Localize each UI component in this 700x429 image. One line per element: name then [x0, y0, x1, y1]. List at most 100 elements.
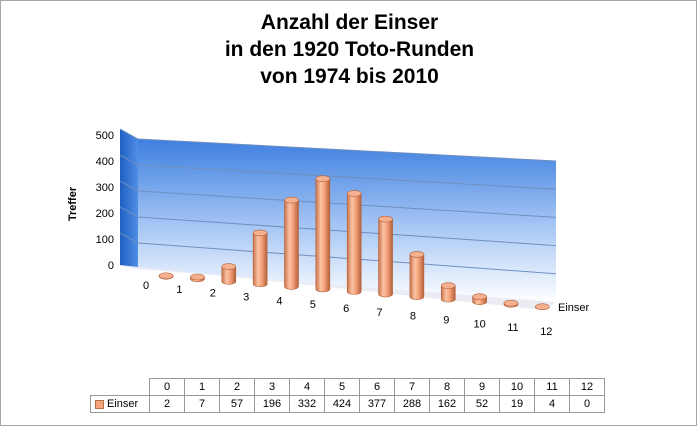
data-table-header-row: 0 1 2 3 4 5 6 7 8 9 10 11 12: [91, 378, 605, 396]
bar-top: [409, 251, 425, 258]
table-header-cell: 9: [464, 378, 500, 396]
bar-top: [190, 273, 205, 281]
data-table-series-row: Einser 2 7 57 196 332 424 377 288 162 52 19 4 0: [90, 395, 605, 413]
table-header-cell: 12: [569, 378, 605, 396]
x-tick-label: 5: [310, 299, 316, 311]
table-value-cell: 332: [289, 395, 325, 413]
table-header-cell: 4: [289, 378, 325, 396]
x-tick-label: 3: [243, 291, 249, 303]
bar-top: [284, 196, 299, 204]
bar: [378, 215, 393, 298]
bar-body: [315, 178, 331, 293]
x-tick-label: 7: [376, 307, 382, 319]
gridline-side: [119, 232, 139, 244]
x-tick-label: 8: [410, 311, 416, 323]
bar-body: [346, 193, 362, 295]
bar-body: [221, 266, 237, 285]
bar: [346, 190, 362, 295]
bar: [284, 196, 299, 290]
bar-top: [535, 303, 550, 311]
bar-top: [378, 215, 393, 223]
y-tick-label: 0: [108, 260, 114, 272]
chart-title: Anzahl der Einser in den 1920 Toto-Runde…: [1, 9, 698, 90]
bar: [315, 175, 331, 293]
x-tick-label: 2: [210, 288, 216, 300]
bar: [221, 263, 237, 285]
x-tick-label: 9: [443, 315, 449, 327]
bar: [440, 282, 456, 303]
table-header-cell: 8: [429, 378, 465, 396]
bar-top: [158, 272, 174, 280]
x-tick-label: 12: [540, 326, 552, 338]
x-tick-label: 11: [507, 322, 518, 334]
side-wall: [120, 129, 138, 269]
table-header-cell: 1: [184, 378, 220, 396]
x-axis-label: Einser: [558, 302, 590, 314]
y-tick-labels: 0 100 200 300 400 500: [96, 130, 114, 272]
x-tick-label: 0: [143, 280, 149, 292]
bar-top: [440, 282, 456, 289]
x-tick-label: 4: [276, 295, 282, 307]
table-header-cell: 3: [254, 378, 290, 396]
bar-body: [252, 232, 268, 288]
chart-title-line-3: von 1974 bis 2010: [260, 65, 439, 88]
bars-group: [158, 175, 550, 311]
gridline: [137, 138, 557, 162]
table-value-cell: 19: [499, 395, 535, 413]
table-header-cell: 0: [149, 378, 185, 396]
gridline: [137, 164, 557, 190]
table-value-cell: 4: [534, 395, 570, 413]
y-tick-label: 500: [96, 130, 114, 142]
bar: [472, 293, 487, 305]
table-value-cell: 162: [429, 395, 465, 413]
bar: [535, 303, 550, 311]
gridline-side: [119, 180, 139, 192]
y-tick-label: 400: [96, 156, 114, 168]
table-value-cell: 196: [254, 395, 290, 413]
y-tick-label: 200: [96, 208, 114, 220]
gridline-side: [119, 206, 139, 218]
x-tick-label: 1: [176, 284, 182, 296]
y-tick-label: 100: [96, 234, 114, 246]
bar-top: [503, 299, 519, 307]
table-corner: [91, 379, 150, 396]
bar: [158, 272, 174, 280]
table-value-cell: 288: [394, 395, 430, 413]
x-tick-label: 10: [473, 318, 485, 330]
chart-title-line-1: Anzahl der Einser: [260, 11, 439, 34]
x-tick-label: 6: [343, 303, 349, 315]
bar: [252, 229, 268, 288]
table-value-cell: 57: [219, 395, 255, 413]
table-value-cell: 424: [324, 395, 360, 413]
y-axis-label: Treffer: [67, 186, 79, 221]
table-value-cell: 377: [359, 395, 395, 413]
plot-walls: [120, 129, 556, 310]
gridline-side: [119, 154, 139, 166]
bar-top: [346, 190, 362, 197]
legend-key: [95, 399, 104, 409]
bar-body: [440, 285, 456, 303]
bar-body: [284, 199, 299, 290]
bar-body: [378, 218, 393, 298]
bar-top: [252, 229, 268, 237]
bar-top: [472, 293, 487, 301]
bar: [409, 251, 425, 300]
bar-top: [315, 175, 331, 183]
table-header-cell: 7: [394, 378, 430, 396]
x-tick-labels: 0 1 2 3 4 5 6 7 8 9 10 11 12: [143, 280, 552, 338]
bar: [503, 299, 519, 308]
table-value-cell: 7: [184, 395, 220, 413]
table-header-cell: 6: [359, 378, 395, 396]
bar: [190, 273, 205, 283]
legend-series-name: Einser: [107, 398, 139, 410]
chart-title-line-2: in den 1920 Toto-Runden: [224, 38, 475, 61]
table-value-cell: 0: [569, 395, 605, 413]
table-header-cell: 5: [324, 378, 360, 396]
y-tick-label: 300: [96, 182, 114, 194]
table-value-cell: 52: [464, 395, 500, 413]
table-header-cell: 10: [499, 378, 535, 396]
data-table: 0 1 2 3 4 5 6 7 8 9 10 11 12 Einser 2 7 57 196 332 424 377 2…: [90, 378, 605, 413]
table-value-cell: 2: [149, 395, 185, 413]
table-series-label: Einser: [90, 395, 150, 413]
